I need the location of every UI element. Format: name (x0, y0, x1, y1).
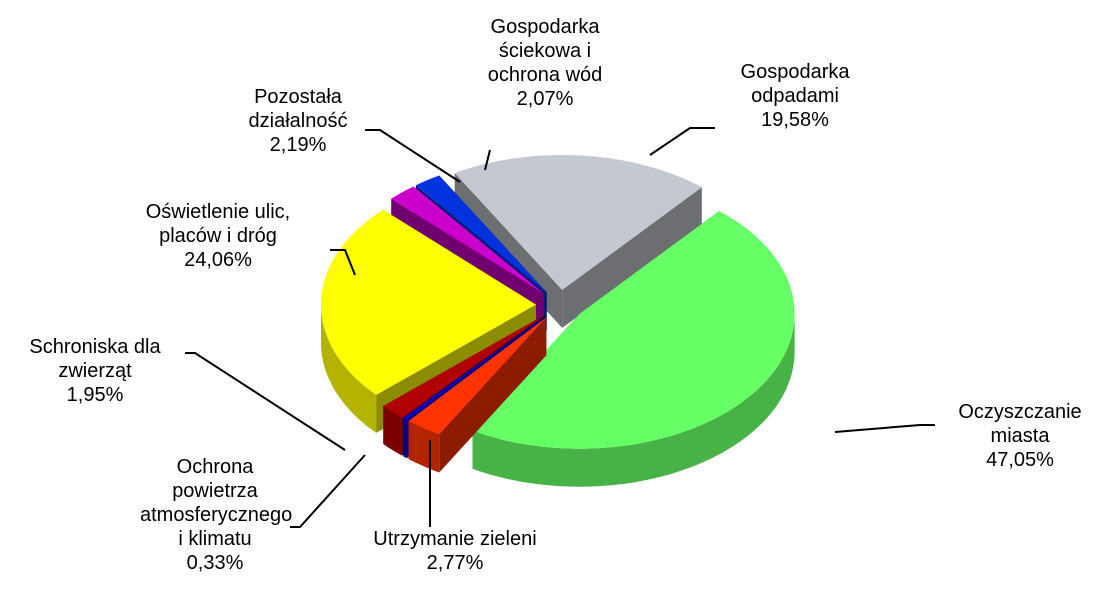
category-name: Pozostała działalność (248, 86, 348, 132)
slice (321, 209, 536, 395)
slice-label: Gospodarka ściekowa i ochrona wód 2,07% (470, 15, 620, 111)
value-label: 0,33% (186, 552, 244, 574)
category-name: Ochrona powietrza atmosferycznego i klim… (140, 456, 293, 550)
value-label: 2,07% (516, 88, 574, 110)
slice-side (472, 313, 795, 487)
leader-line (834, 424, 935, 433)
leader-line (365, 129, 461, 183)
slice-label: Pozostała działalność 2,19% (233, 85, 363, 157)
slice-label: Gospodarka odpadami 19,58% (730, 60, 860, 132)
slice (383, 315, 544, 418)
leader-line (290, 454, 366, 528)
category-name: Utrzymanie zieleni (373, 528, 537, 550)
category-name: Gospodarka ściekowa i ochrona wód (487, 16, 603, 86)
slice-side (403, 418, 407, 459)
slice-label: Ochrona powietrza atmosferycznego i klim… (140, 455, 293, 575)
slice (403, 316, 545, 421)
slice-label: Utrzymanie zieleni 2,77% (340, 527, 570, 575)
slice-side (408, 421, 440, 473)
slice (415, 175, 547, 293)
slice (472, 211, 795, 449)
value-label: 19,58% (761, 109, 829, 131)
value-label: 1,95% (66, 384, 124, 406)
slice-label: Schroniska dla zwierząt 1,95% (5, 335, 185, 407)
category-name: Gospodarka odpadami (740, 61, 850, 107)
slice-side (562, 187, 702, 328)
category-name: Schroniska dla zwierząt (29, 336, 161, 382)
slice-label: Oświetlenie ulic, placów i dróg 24,06% (133, 200, 303, 272)
slices (321, 155, 795, 487)
value-label: 2,19% (269, 134, 327, 156)
value-label: 2,77% (426, 552, 484, 574)
leader-line (330, 249, 356, 276)
slice-side (383, 406, 402, 456)
leader-line (649, 127, 715, 156)
leader-line (185, 352, 346, 451)
slice-side (321, 304, 377, 433)
category-name: Oświetlenie ulic, placów i dróg (145, 201, 291, 247)
value-label: 24,06% (184, 249, 252, 271)
value-label: 47,05% (986, 449, 1054, 471)
category-name: Oczyszczanie miasta (958, 401, 1082, 447)
slice (391, 186, 545, 294)
slice-label: Oczyszczanie miasta 47,05% (940, 400, 1100, 472)
slice (408, 317, 547, 435)
slice (454, 155, 702, 290)
leader-line (484, 149, 491, 171)
